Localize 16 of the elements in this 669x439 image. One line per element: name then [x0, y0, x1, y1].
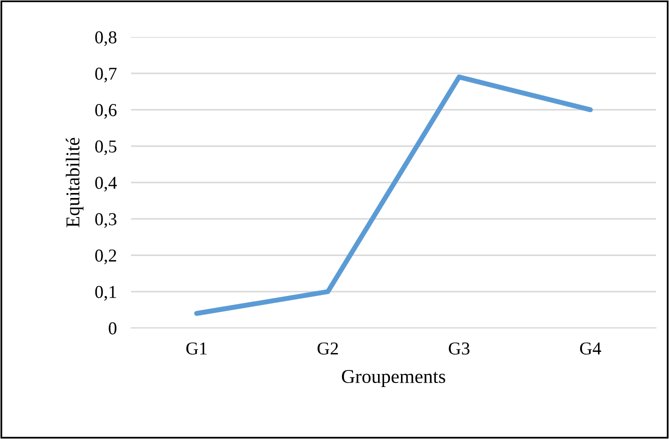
x-tick-label: G3: [448, 342, 470, 355]
y-axis-title: Equitabilité: [66, 138, 84, 228]
y-tick-label: 0,6: [95, 104, 117, 119]
x-tick-label: G2: [318, 342, 338, 355]
y-tick-label: 0,4: [95, 176, 117, 192]
y-tick-label: 0,5: [95, 140, 116, 156]
line-series: [194, 74, 593, 316]
x-tick-label: G1: [186, 342, 207, 355]
x-tick-label: G4: [580, 342, 602, 355]
y-tick-label: 0,1: [95, 286, 116, 301]
y-tick-label: 0,8: [95, 31, 116, 46]
y-tick-label: 0: [108, 322, 116, 334]
x-axis-title: Groupements: [342, 370, 446, 388]
y-tick-label: 0,2: [95, 250, 116, 264]
y-tick-label: 0,3: [95, 213, 116, 228]
y-tick-label: 0,7: [95, 68, 117, 82]
